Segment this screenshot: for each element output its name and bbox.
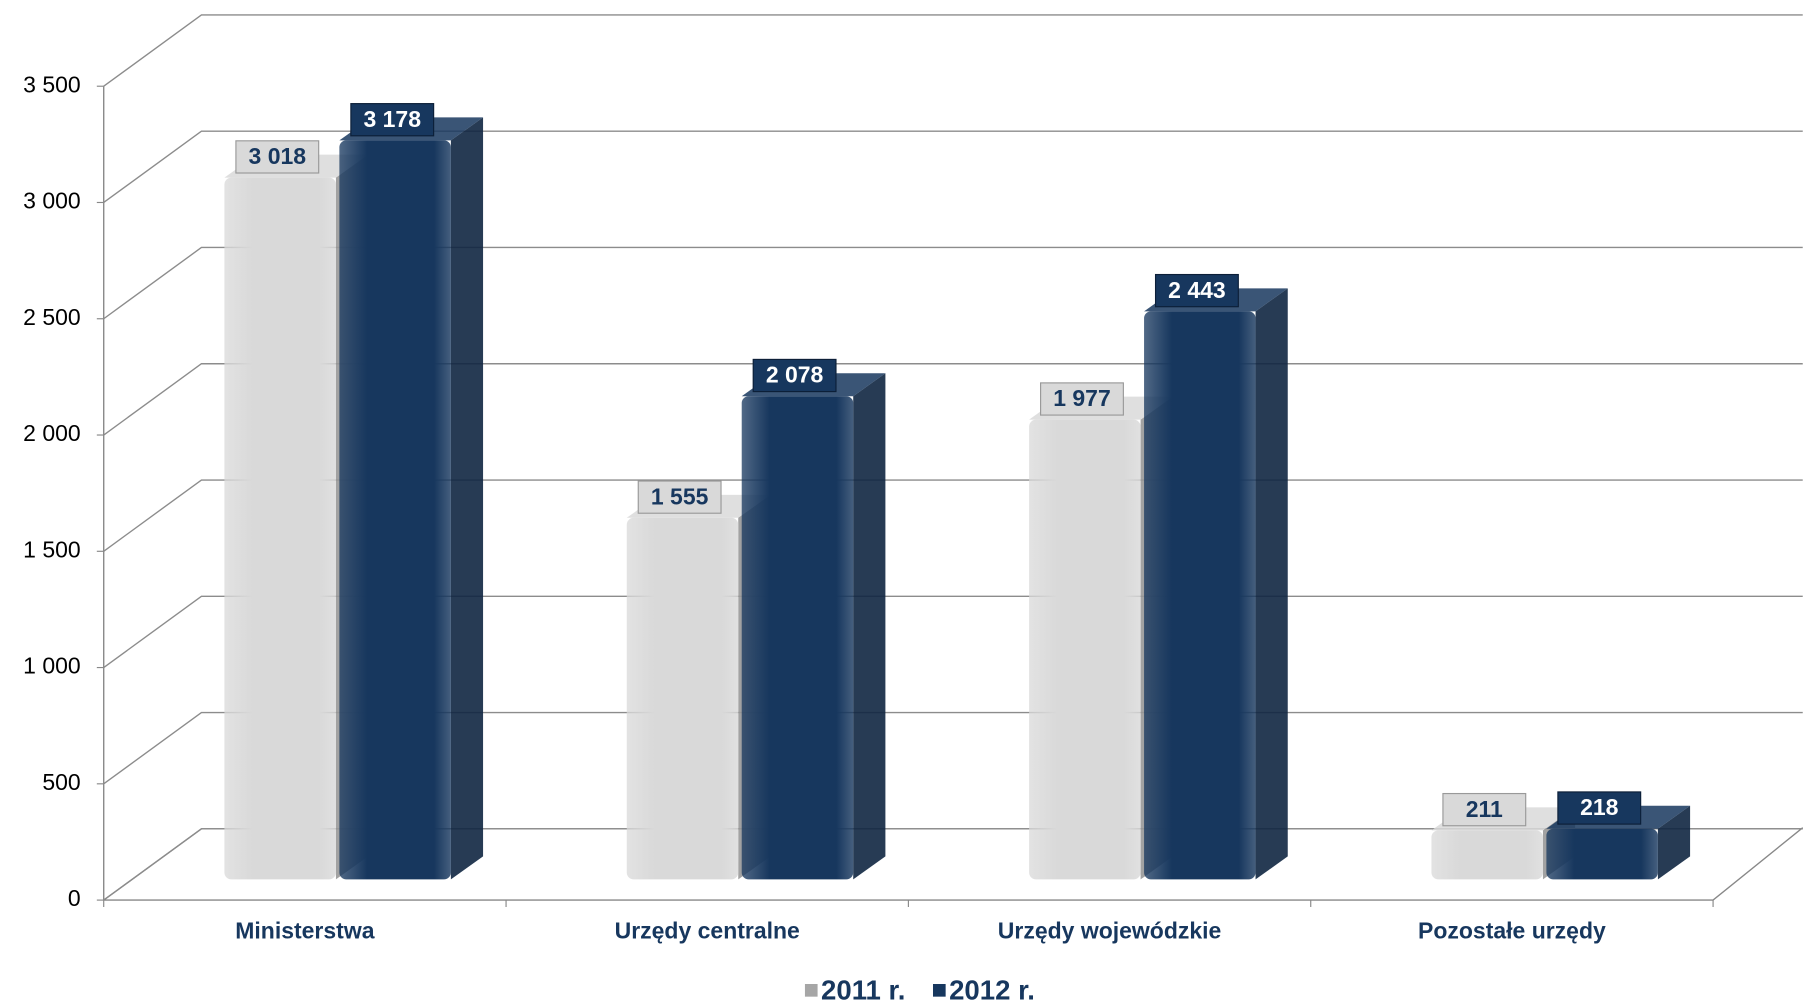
value-label-box xyxy=(1040,382,1124,416)
bar-front xyxy=(626,517,739,880)
value-label: 2 443 xyxy=(1168,277,1226,303)
bar-front xyxy=(1029,419,1141,880)
bar-front xyxy=(1431,830,1543,880)
x-tick-label: Urzędy centralne xyxy=(615,917,800,943)
bar-front xyxy=(339,140,451,880)
bar-side xyxy=(1255,288,1288,880)
grid-line xyxy=(103,246,1803,320)
value-label: 211 xyxy=(1466,796,1503,822)
legend-swatch xyxy=(932,984,946,997)
value-label: 3 178 xyxy=(363,106,421,132)
bar-front xyxy=(224,177,336,880)
legend-label: 2011 r. xyxy=(821,974,905,1005)
value-label-box xyxy=(1442,792,1527,827)
y-tick-label: 1 000 xyxy=(23,653,81,679)
value-label: 218 xyxy=(1580,794,1619,820)
y-tick-label: 0 xyxy=(68,885,81,911)
legend-label: 2012 r. xyxy=(949,974,1035,1005)
value-label: 3 018 xyxy=(249,143,307,169)
value-label-box xyxy=(637,480,722,514)
value-label-box xyxy=(752,358,837,393)
value-label: 1 977 xyxy=(1053,385,1111,411)
value-label-box xyxy=(1154,273,1239,308)
x-tick-label: Pozostałe urzędy xyxy=(1418,917,1606,943)
value-label-box xyxy=(235,140,320,174)
bar-side xyxy=(1657,805,1691,880)
legend-swatch xyxy=(804,984,818,997)
y-tick-label: 500 xyxy=(42,769,80,795)
value-label: 2 078 xyxy=(766,362,824,388)
value-label: 1 555 xyxy=(651,483,709,509)
value-label-box xyxy=(350,103,435,137)
bar-side xyxy=(853,373,886,880)
bar xyxy=(741,373,886,880)
grid-line xyxy=(103,14,1803,87)
bar xyxy=(1144,288,1288,880)
bar xyxy=(339,117,484,880)
bar-front xyxy=(741,396,854,880)
y-tick-label: 1 500 xyxy=(23,536,81,562)
y-tick-label: 3 000 xyxy=(23,188,81,214)
bar-front xyxy=(1144,311,1256,880)
bar-side xyxy=(450,117,484,880)
y-tick-label: 2 500 xyxy=(23,304,81,330)
y-tick-label: 2 000 xyxy=(23,420,81,446)
bar-front xyxy=(1546,828,1658,880)
x-tick-label: Ministerstwa xyxy=(235,917,374,943)
value-label-box xyxy=(1557,791,1642,825)
x-tick-label: Urzędy wojewódzkie xyxy=(998,917,1222,943)
grid-line xyxy=(103,130,1803,204)
y-tick-label: 3 500 xyxy=(23,71,81,97)
